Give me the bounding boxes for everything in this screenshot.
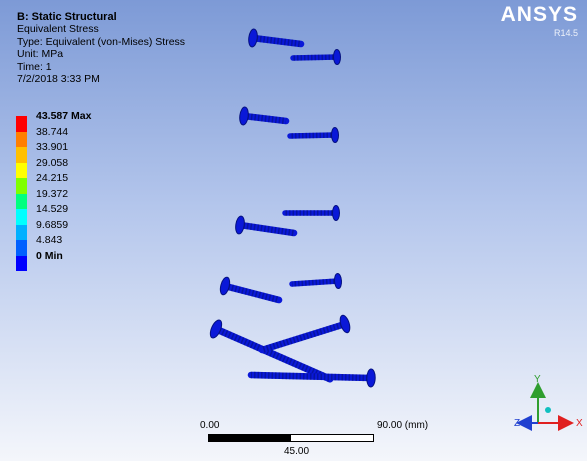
legend-swatch: [16, 209, 27, 225]
screw-thread: [292, 54, 338, 61]
screw[interactable]: [235, 215, 298, 237]
screw[interactable]: [247, 368, 376, 388]
scale-end-label: 90.00 (mm): [377, 420, 429, 431]
legend-swatch: [16, 193, 27, 209]
screw[interactable]: [248, 28, 305, 48]
scale-bar: 0.00 90.00 (mm) 45.00: [196, 420, 446, 460]
result-type: Type: Equivalent (von-Mises) Stress: [17, 35, 186, 48]
legend-swatch: [16, 240, 27, 256]
legend-swatch: [16, 162, 27, 178]
legend-level-label: 33.901: [36, 141, 69, 153]
legend-level-label: 9.6859: [36, 218, 69, 231]
scale-bar-ruler: [208, 434, 374, 442]
screw-head: [332, 205, 340, 221]
result-name: Equivalent Stress: [17, 23, 99, 36]
screw-thread: [250, 371, 372, 382]
legend-swatch: [16, 147, 27, 163]
screw[interactable]: [208, 318, 334, 383]
screw-head: [333, 273, 343, 289]
triad-origin-marker: [545, 407, 551, 413]
screw-thread: [252, 34, 302, 48]
legend-swatch: [16, 255, 27, 271]
analysis-title: B: Static Structural: [17, 11, 117, 23]
legend-level-label: 4.843: [36, 234, 63, 246]
legend-level-label: 38.744: [36, 125, 69, 138]
legend-level-label: 29.058: [36, 156, 69, 169]
ansys-logo: ANSYS R14.5: [501, 4, 578, 39]
screw-head: [235, 215, 245, 235]
screw-shaft: [236, 221, 298, 237]
result-date: 7/2/2018 3:33 PM: [17, 73, 100, 86]
scale-mid-label: 45.00: [284, 446, 310, 457]
screw-head: [219, 276, 231, 296]
result-time: Time: 1: [17, 60, 52, 73]
y-axis-label: Y: [534, 374, 541, 385]
legend-level-label: 14.529: [36, 203, 69, 215]
legend-swatch: [16, 224, 27, 240]
legend-max-label: 43.587 Max: [36, 110, 92, 122]
legend-swatch: [16, 178, 27, 194]
screw[interactable]: [219, 276, 283, 304]
screw-head: [332, 49, 342, 65]
screw-thread: [291, 278, 339, 287]
x-axis-label: X: [576, 418, 583, 429]
legend-swatch: [16, 131, 27, 147]
legend-min-label: 0 Min: [36, 249, 63, 262]
scale-start-label: 0.00: [200, 420, 220, 431]
screw-head: [330, 127, 340, 143]
screw-thread: [243, 112, 287, 125]
screw-thread: [289, 132, 336, 139]
screw-head: [209, 319, 223, 339]
screw-head: [366, 368, 376, 388]
screw[interactable]: [282, 205, 340, 221]
screw[interactable]: [258, 314, 352, 354]
screw-head: [339, 314, 351, 334]
screw[interactable]: [290, 49, 342, 65]
legend-level-label: 19.372: [36, 187, 69, 200]
result-info-block: B: Static Structural Equivalent Stress T…: [17, 11, 185, 85]
result-unit: Unit: MPa: [17, 48, 64, 61]
screw-head: [239, 106, 249, 126]
legend-level-label: 24.215: [36, 172, 69, 184]
brand-name: ANSYS: [500, 3, 578, 26]
axis-triad[interactable]: Y X Z: [508, 368, 587, 434]
screw[interactable]: [287, 127, 340, 143]
legend-swatch: [16, 116, 27, 132]
screw-head: [248, 28, 258, 48]
screw[interactable]: [289, 273, 343, 289]
screw-thread: [261, 320, 346, 354]
screw-thread: [224, 282, 280, 304]
z-axis-label: Z: [514, 418, 520, 429]
screw-shaft: [212, 325, 334, 383]
screw[interactable]: [239, 106, 290, 126]
brand-version: R14.5: [553, 28, 578, 38]
